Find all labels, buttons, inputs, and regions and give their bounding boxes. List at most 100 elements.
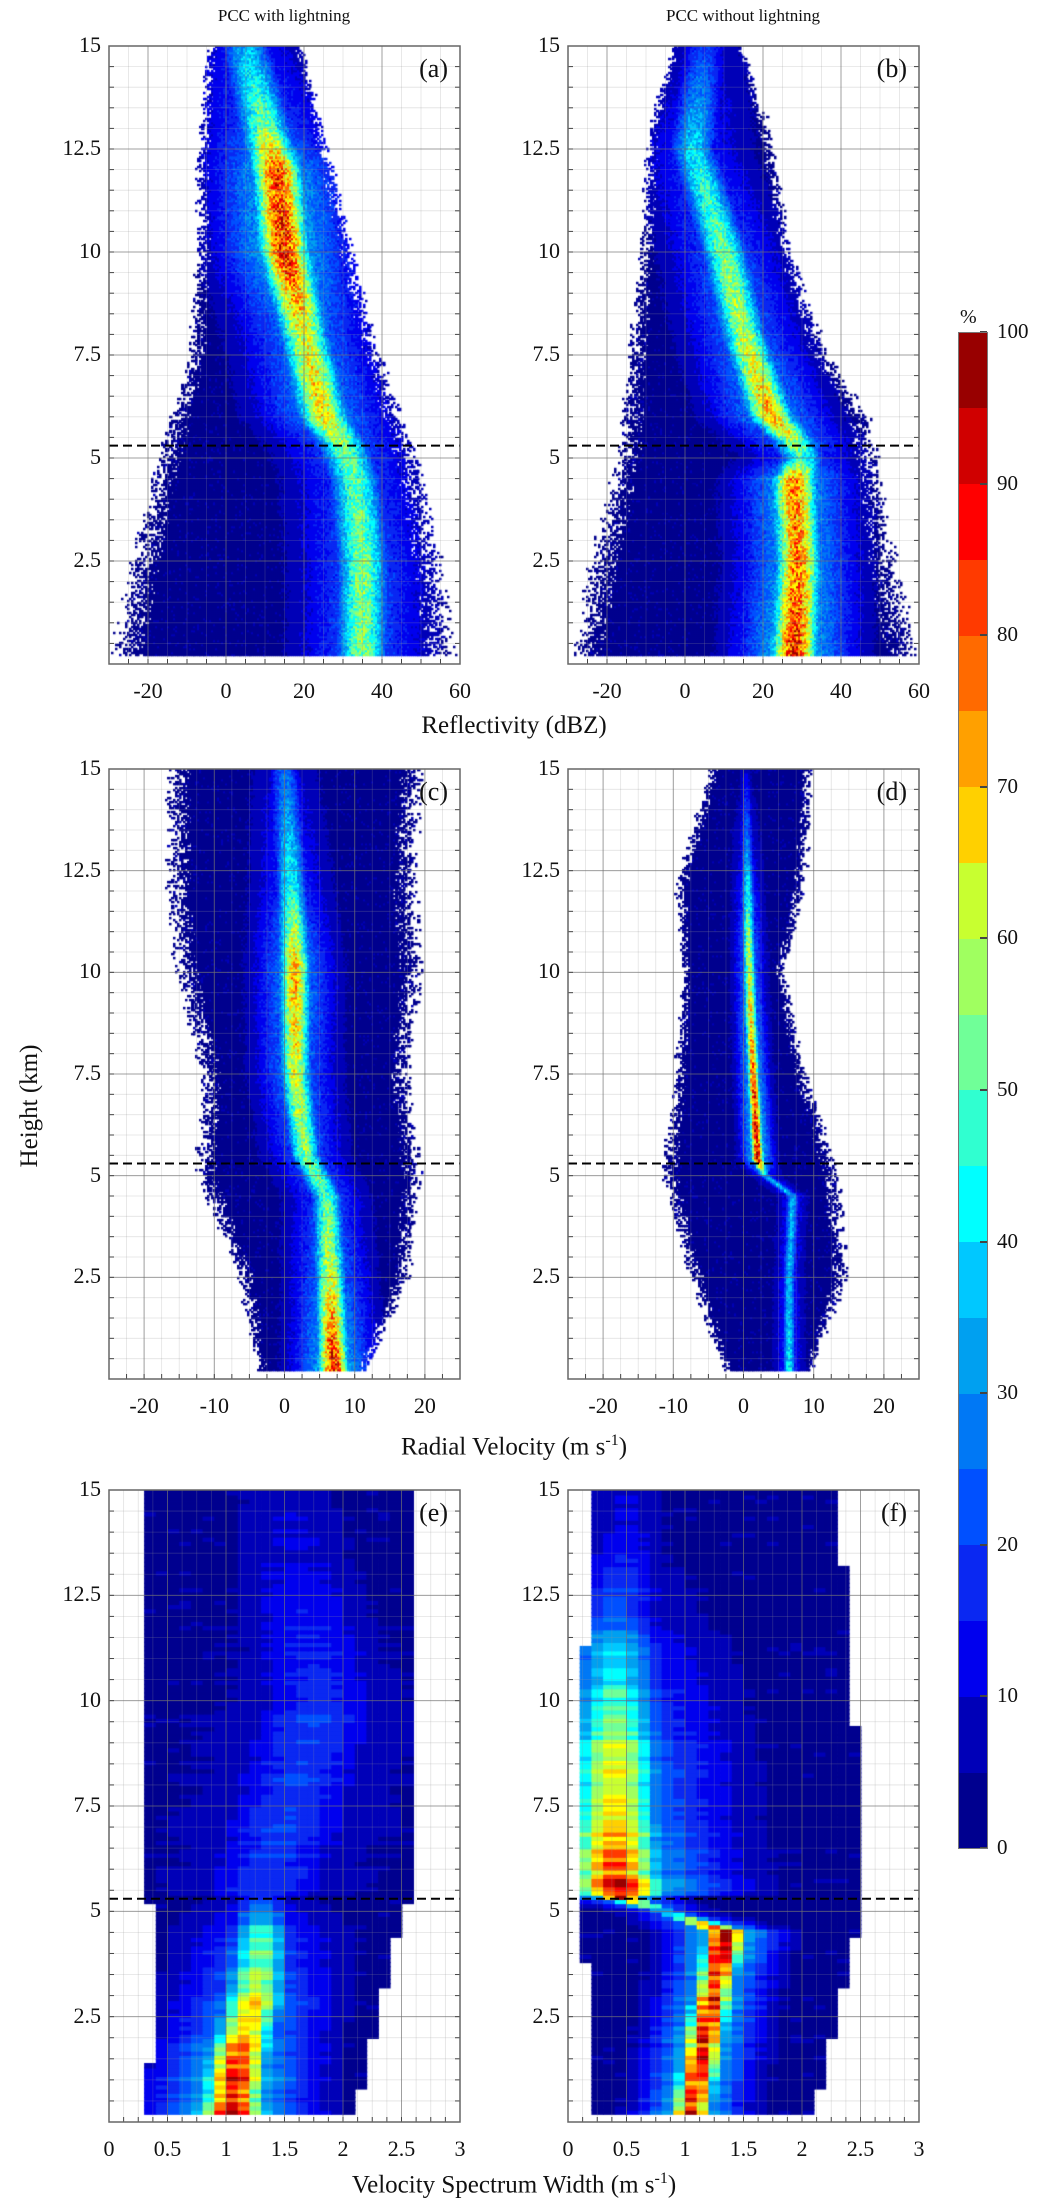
- colorbar-tick-mark: [980, 785, 987, 788]
- panel-label: (f): [881, 1498, 907, 1527]
- ytick-label: 5: [549, 1161, 560, 1187]
- xtick-label: 40: [830, 678, 852, 703]
- colorbar-tick-mark: [980, 937, 987, 940]
- axes-a: [108, 45, 461, 665]
- axes-frame: [108, 45, 461, 665]
- xtick-label: 2: [796, 2136, 808, 2161]
- xlabel-spectrum-width: Velocity Spectrum Width (m s-1): [214, 2170, 814, 2199]
- ytick-label: 10: [538, 238, 560, 263]
- colorbar-tick-label: 30: [997, 1380, 1018, 1405]
- xtick-label: 0: [103, 2136, 115, 2161]
- panel-d: 2.5 5 7.5 10 12.5 15 -20 -10 0 10 20 (d): [522, 755, 920, 1418]
- axes-e: [108, 1489, 461, 2123]
- xlabel-spectrum-width-exponent: -1: [654, 2170, 668, 2187]
- colorbar-tick-label: 60: [997, 925, 1018, 950]
- colorbar-tick-mark: [980, 482, 987, 485]
- ytick-label: 12.5: [62, 856, 102, 882]
- colorbar-frame: [958, 332, 988, 1849]
- xlabel-spectrum-width-close: ): [667, 2171, 677, 2199]
- colorbar-tick-label: 90: [997, 470, 1018, 495]
- colorbar-segment: [958, 1317, 987, 1394]
- colorbar-tick-label: 0: [997, 1835, 1008, 1859]
- ytick-label: 2.5: [73, 1263, 102, 1289]
- axes-frame: [567, 1489, 920, 2123]
- column-title-with-lightning: PCC with lightning: [217, 6, 351, 25]
- colorbar-tick-mark: [980, 1240, 987, 1243]
- ytick-label: 12.5: [62, 135, 102, 160]
- colorbar-segment: [958, 1090, 987, 1167]
- ytick-label: 12.5: [521, 856, 561, 882]
- xtick-label: -10: [199, 1393, 229, 1418]
- ytick-label: 15: [79, 1476, 101, 1501]
- colorbar-segment: [958, 483, 987, 560]
- xtick-label: 0: [679, 678, 691, 703]
- colorbar-tick-mark: [980, 1543, 987, 1546]
- colorbar-tick-mark: [980, 1089, 987, 1091]
- colorbar-segment: [958, 407, 987, 485]
- colorbar-segment: [958, 1696, 987, 1773]
- ytick-label: 15: [538, 32, 560, 57]
- xtick-label: 1.5: [270, 2136, 299, 2161]
- axes-b: [567, 45, 920, 665]
- ytick-label: 15: [79, 755, 101, 780]
- xtick-label: 0: [279, 1393, 290, 1418]
- ytick-label: 5: [90, 1161, 101, 1187]
- colorbar-segment: [958, 786, 987, 864]
- axes-d: [567, 768, 920, 1380]
- xtick-label: 20: [413, 1393, 436, 1418]
- panel-label: (d): [876, 777, 907, 806]
- xtick-label: 60: [908, 678, 930, 703]
- colorbar-tick-label: 50: [997, 1077, 1018, 1101]
- panel-label: (e): [419, 1498, 448, 1527]
- colorbar-segment: [958, 332, 987, 409]
- colorbar-segment: [958, 1620, 987, 1697]
- xtick-label: 20: [293, 678, 315, 703]
- colorbar-tick-label: 10: [997, 1683, 1018, 1708]
- xtick-label: -20: [129, 1393, 159, 1418]
- colorbar-segment: [958, 635, 987, 712]
- ytick-label: 10: [79, 238, 101, 263]
- xtick-label: 3: [454, 2136, 466, 2161]
- xtick-label: 60: [449, 678, 471, 703]
- colorbar-tick-mark: [980, 1392, 987, 1395]
- colorbar-segment: [958, 1469, 987, 1546]
- colorbar-tick-label: 80: [997, 622, 1018, 647]
- panel-label: (a): [419, 54, 448, 83]
- ytick-label: 10: [79, 958, 101, 984]
- ytick-label: 12.5: [62, 1581, 102, 1607]
- xlabel-spectrum-width-text: Velocity Spectrum Width (m s: [351, 2171, 655, 2199]
- ytick-label: 5: [549, 444, 560, 469]
- xtick-label: -10: [658, 1393, 688, 1418]
- ytick-label: 7.5: [532, 1060, 561, 1085]
- ytick-label: 15: [538, 755, 560, 780]
- ytick-label: 10: [79, 1686, 101, 1712]
- xtick-label: 1: [220, 2136, 232, 2161]
- colorbar-tick-label: 40: [997, 1228, 1018, 1253]
- colorbar-segment: [958, 1241, 987, 1318]
- colorbar: % 0 10 20 30 40 50 60 70 80 90 100: [958, 306, 1029, 1859]
- xlabel-reflectivity: Reflectivity (dBZ): [421, 712, 607, 739]
- axes-frame: [108, 1489, 461, 2123]
- ytick-label: 15: [538, 1476, 560, 1501]
- colorbar-unit: %: [960, 306, 977, 328]
- ytick-label: 5: [90, 1897, 101, 1923]
- xtick-label: 20: [752, 678, 774, 703]
- ytick-label: 10: [538, 958, 560, 984]
- colorbar-tick-label: 70: [997, 773, 1018, 798]
- ytick-label: 2.5: [532, 1263, 561, 1289]
- xtick-label: 1: [679, 2136, 691, 2161]
- ytick-label: 7.5: [73, 1060, 102, 1085]
- ylabel-height: Height (km): [16, 1044, 43, 1168]
- ytick-label: 7.5: [73, 341, 102, 366]
- xtick-label: 3: [913, 2136, 925, 2161]
- xtick-label: 0.5: [153, 2136, 182, 2161]
- colorbar-segment: [958, 1772, 987, 1849]
- ytick-label: 10: [538, 1686, 560, 1712]
- xlabel-radial-velocity-exponent: -1: [605, 1432, 619, 1449]
- panel-label: (c): [419, 777, 448, 806]
- ytick-label: 12.5: [521, 1581, 561, 1607]
- column-title-without-lightning: PCC without lightning: [666, 6, 820, 25]
- axes-f: [567, 1489, 920, 2123]
- xlabel-radial-velocity-close: ): [618, 1433, 628, 1461]
- xtick-label: -20: [133, 678, 163, 703]
